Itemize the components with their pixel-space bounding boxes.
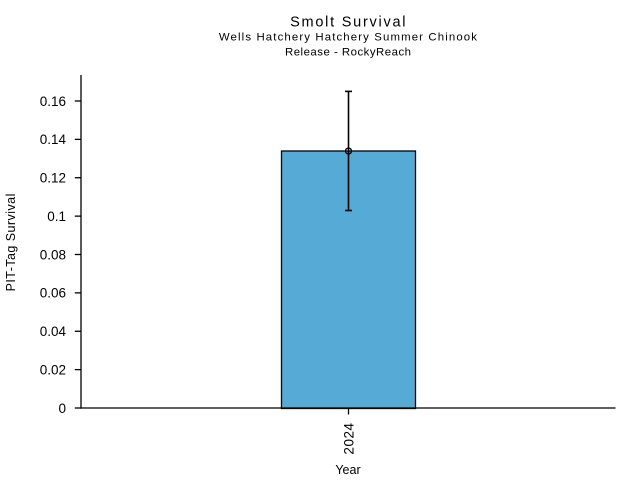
- svg-text:Wells Hatchery Hatchery Summer: Wells Hatchery Hatchery Summer Chinook: [219, 32, 478, 44]
- svg-text:0.04: 0.04: [40, 324, 67, 339]
- svg-text:Year: Year: [335, 463, 360, 477]
- svg-text:0.16: 0.16: [40, 94, 66, 109]
- svg-text:0: 0: [58, 401, 66, 416]
- svg-text:0.12: 0.12: [40, 171, 66, 186]
- svg-text:Smolt Survival: Smolt Survival: [290, 15, 407, 31]
- svg-text:PIT-Tag Survival: PIT-Tag Survival: [4, 193, 18, 291]
- svg-text:0.08: 0.08: [40, 247, 66, 262]
- svg-text:0.06: 0.06: [40, 286, 66, 301]
- svg-text:0.14: 0.14: [40, 132, 67, 147]
- svg-text:0.02: 0.02: [40, 362, 66, 377]
- svg-text:Release - RockyReach: Release - RockyReach: [285, 47, 412, 59]
- svg-text:0.1: 0.1: [47, 209, 66, 224]
- svg-text:2024: 2024: [342, 423, 357, 455]
